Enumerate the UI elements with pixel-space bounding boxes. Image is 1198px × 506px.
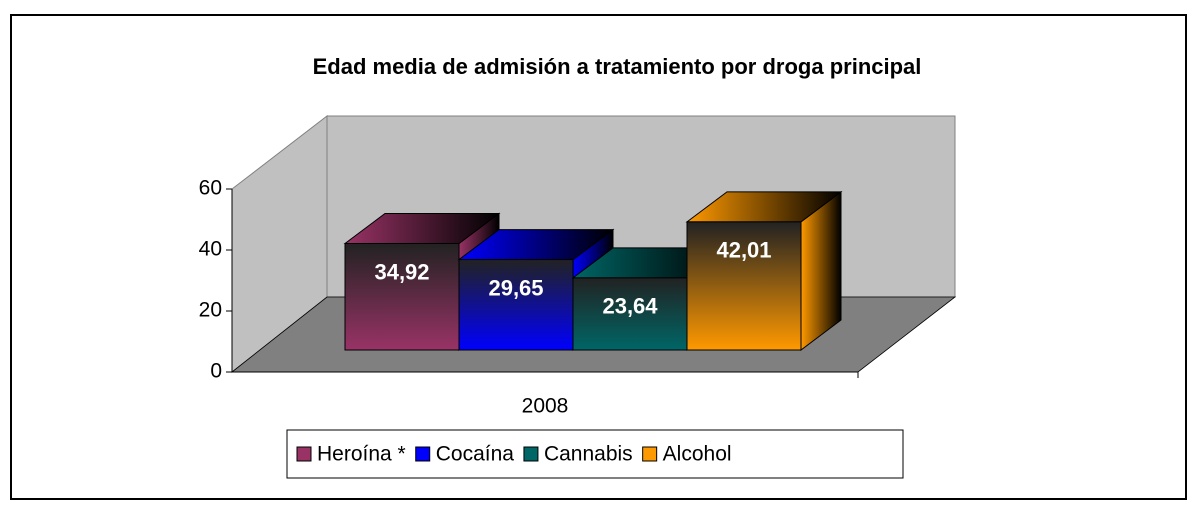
data-label: 29,65 — [488, 275, 543, 300]
data-label: 42,01 — [716, 238, 771, 263]
legend-swatch — [415, 446, 431, 462]
y-tick-label: 20 — [199, 299, 222, 322]
y-tick-label: 0 — [210, 360, 222, 383]
legend-swatch — [523, 446, 539, 462]
bar — [572, 277, 688, 351]
legend-label: Cocaína — [436, 443, 515, 466]
data-label: 34,92 — [374, 259, 429, 284]
chart-title: Edad media de admisión a tratamiento por… — [313, 54, 922, 79]
data-label: 23,64 — [602, 294, 658, 319]
bar — [686, 221, 802, 351]
x-tick-label: 2008 — [522, 395, 569, 418]
legend-swatch — [642, 446, 658, 462]
legend — [286, 429, 904, 479]
legend-swatch — [296, 446, 312, 462]
bar — [458, 259, 574, 351]
y-tick-label: 60 — [199, 177, 222, 200]
legend-label: Alcohol — [663, 443, 732, 466]
legend-label: Heroína * — [317, 443, 406, 466]
bar — [344, 242, 460, 351]
y-tick-label: 40 — [199, 238, 222, 261]
legend-label: Cannabis — [544, 443, 633, 466]
